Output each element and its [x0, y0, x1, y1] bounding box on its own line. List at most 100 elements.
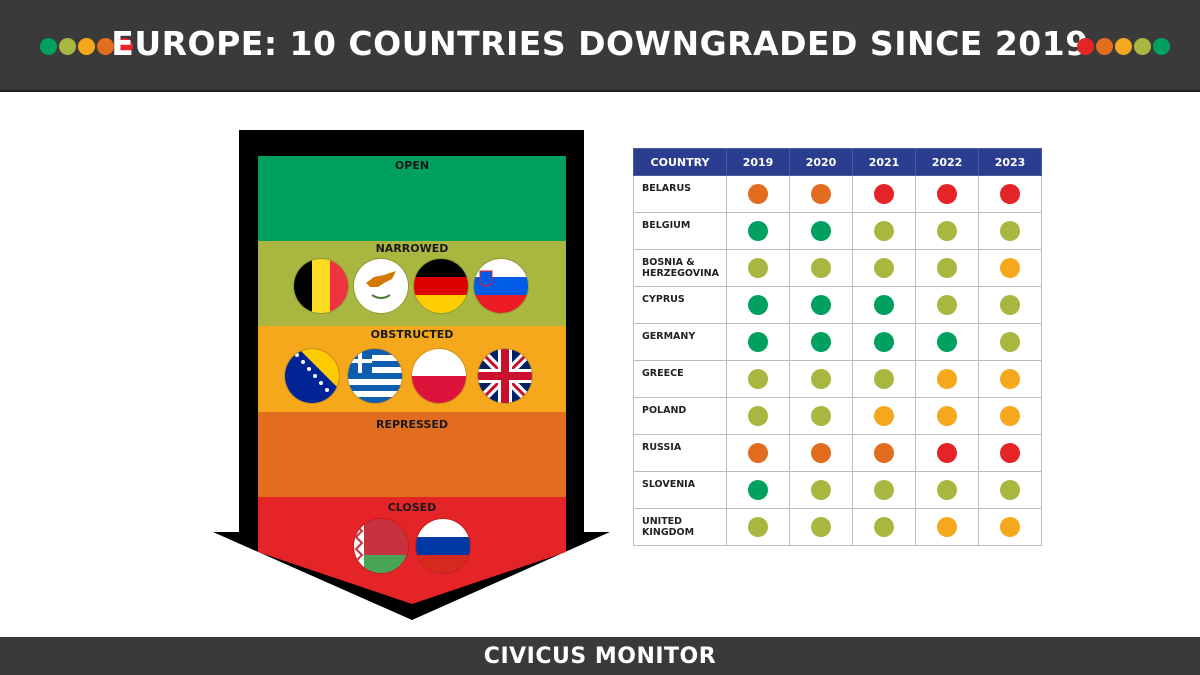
- rating-dot: [874, 406, 894, 427]
- country-name: POLAND: [633, 397, 727, 435]
- country-name: UNITED KINGDOM: [633, 508, 727, 546]
- slovenia-flag-icon: [474, 259, 528, 313]
- rating-dot: [748, 332, 768, 353]
- left-rating-dots: [40, 38, 133, 55]
- rating-dot: [937, 369, 957, 390]
- rating-cell: [789, 360, 853, 398]
- belarus-flag-icon: [354, 519, 408, 573]
- table-row: BELARUS: [633, 175, 1042, 213]
- country-name-line: BELARUS: [642, 183, 692, 194]
- rating-dot: [874, 258, 894, 279]
- rating-cell: [852, 397, 916, 435]
- rating-cell: [789, 323, 853, 361]
- rating-dot: [748, 369, 768, 390]
- rating-cell: [726, 360, 790, 398]
- header-year: 2021: [852, 148, 916, 176]
- rating-cell: [915, 286, 979, 324]
- rating-cell: [978, 434, 1042, 472]
- band-label-narrowed: NARROWED: [375, 242, 449, 255]
- band-label-open: OPEN: [394, 159, 430, 172]
- country-name: RUSSIA: [633, 434, 727, 472]
- rating-dot: [748, 517, 768, 538]
- rating-cell: [789, 471, 853, 509]
- rating-dot: [811, 221, 831, 242]
- rating-dot: [811, 480, 831, 501]
- decor-dot: [1115, 38, 1132, 55]
- rating-cell: [789, 175, 853, 213]
- country-name-line: POLAND: [642, 405, 687, 416]
- rating-dot: [748, 406, 768, 427]
- rating-cell: [978, 397, 1042, 435]
- table-row: GREECE: [633, 360, 1042, 398]
- rating-cell: [726, 508, 790, 546]
- country-name-line: BOSNIA &: [642, 257, 695, 268]
- rating-cell: [978, 360, 1042, 398]
- decor-dot: [1153, 38, 1170, 55]
- table-header-row: COUNTRY 2019 2020 2021 2022 2023: [633, 148, 1042, 176]
- rating-cell: [852, 175, 916, 213]
- rating-dot: [1000, 332, 1020, 353]
- rating-dot: [874, 184, 894, 205]
- rating-cell: [978, 175, 1042, 213]
- table-row: GERMANY: [633, 323, 1042, 361]
- rating-cell: [915, 397, 979, 435]
- country-name: CYPRUS: [633, 286, 727, 324]
- rating-cell: [789, 508, 853, 546]
- belgium-flag-icon: [294, 259, 348, 313]
- rating-cell: [852, 360, 916, 398]
- table-row: UNITED KINGDOM: [633, 508, 1042, 546]
- rating-dot: [1000, 221, 1020, 242]
- table-row: CYPRUS: [633, 286, 1042, 324]
- rating-cell: [978, 249, 1042, 287]
- rating-cell: [915, 323, 979, 361]
- rating-dot: [1000, 184, 1020, 205]
- rating-dot: [874, 369, 894, 390]
- rating-cell: [789, 434, 853, 472]
- table-row: POLAND: [633, 397, 1042, 435]
- table-row: SLOVENIA: [633, 471, 1042, 509]
- russia-flag-icon: [416, 519, 470, 573]
- country-name: GERMANY: [633, 323, 727, 361]
- rating-dot: [874, 221, 894, 242]
- country-name-line: KINGDOM: [642, 527, 695, 538]
- rating-dot: [811, 295, 831, 316]
- rating-cell: [852, 249, 916, 287]
- country-name-line: UNITED: [642, 516, 683, 527]
- rating-cell: [852, 471, 916, 509]
- rating-cell: [978, 471, 1042, 509]
- rating-dot: [811, 184, 831, 205]
- rating-dot: [937, 480, 957, 501]
- decor-dot: [116, 38, 133, 55]
- right-rating-dots: [1077, 38, 1170, 55]
- germany-flag-icon: [414, 259, 468, 313]
- rating-cell: [915, 508, 979, 546]
- rating-dot: [874, 480, 894, 501]
- rating-dot: [811, 443, 831, 464]
- band-repressed: [258, 412, 566, 497]
- footer-brand: CIVICUS MONITOR: [483, 644, 717, 669]
- rating-dot: [937, 443, 957, 464]
- band-label-repressed: REPRESSED: [375, 418, 449, 431]
- decor-dot: [59, 38, 76, 55]
- rating-dot: [748, 184, 768, 205]
- rating-cell: [915, 434, 979, 472]
- rating-cell: [726, 471, 790, 509]
- rating-dot: [1000, 517, 1020, 538]
- rating-cell: [789, 249, 853, 287]
- band-label-obstructed: OBSTRUCTED: [370, 328, 454, 341]
- country-name-line: RUSSIA: [642, 442, 682, 453]
- rating-dot: [1000, 406, 1020, 427]
- footer-bar: CIVICUS MONITOR: [0, 637, 1200, 675]
- ratings-table: COUNTRY 2019 2020 2021 2022 2023 BELARUS BELG…: [633, 148, 1042, 546]
- header-country: COUNTRY: [633, 148, 727, 176]
- country-name-line: BELGIUM: [642, 220, 691, 231]
- greece-flag-icon: [348, 349, 402, 403]
- rating-dot: [937, 184, 957, 205]
- rating-cell: [726, 212, 790, 250]
- rating-cell: [852, 508, 916, 546]
- country-name-line: CYPRUS: [642, 294, 685, 305]
- poland-flag-icon: [412, 349, 466, 403]
- decor-dot: [97, 38, 114, 55]
- rating-dot: [937, 295, 957, 316]
- rating-dot: [811, 406, 831, 427]
